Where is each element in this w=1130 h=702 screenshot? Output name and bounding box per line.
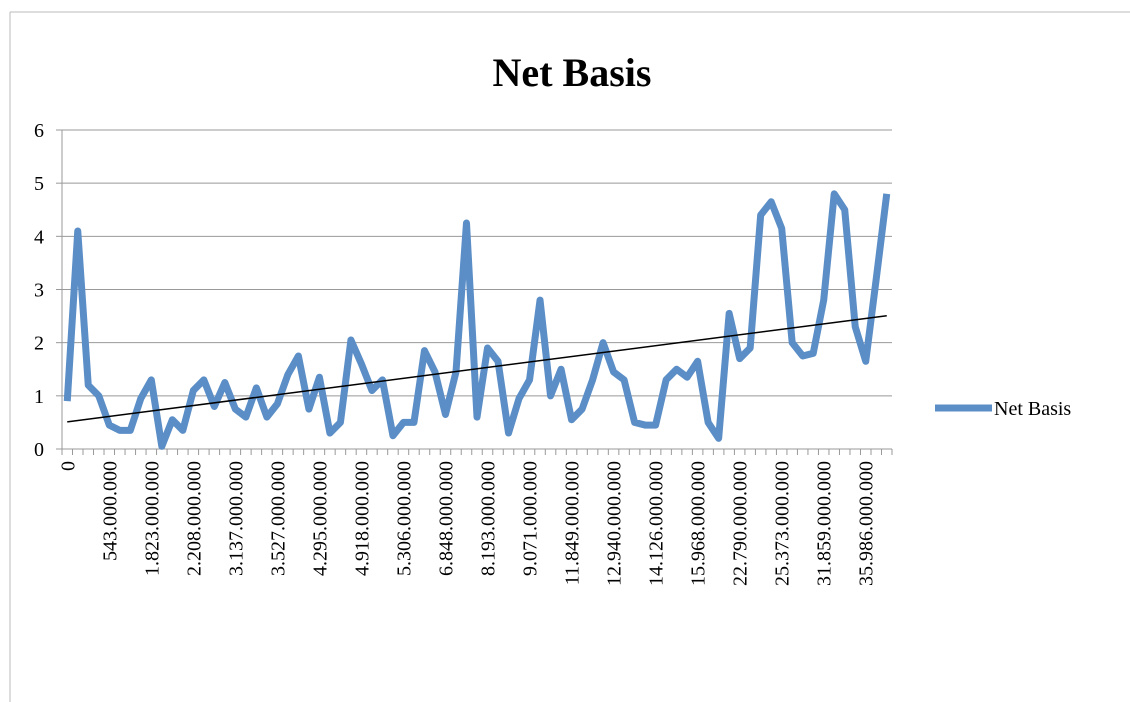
x-tick-label: 0	[57, 461, 79, 471]
data-line	[63, 190, 891, 450]
x-tick-label: 12.940.000.000	[604, 461, 626, 586]
y-tick-label: 0	[34, 439, 44, 461]
y-tick-label: 1	[34, 386, 44, 408]
y-tick-label: 2	[34, 333, 44, 355]
x-tick-label: 9.071.000.000	[520, 461, 542, 576]
y-tick-label: 6	[34, 120, 44, 142]
y-tick-label: 4	[34, 226, 44, 248]
x-tick-label: 14.126.000.000	[646, 461, 668, 586]
x-tick-label: 31.859.000.000	[814, 461, 836, 586]
chart-title: Net Basis	[493, 50, 652, 95]
x-tick-label: 11.849.000.000	[562, 461, 584, 585]
trendline	[67, 314, 887, 423]
x-tick-label: 4.918.000.000	[351, 461, 373, 576]
legend-label: Net Basis	[994, 398, 1071, 420]
x-tick-label: 543.000.000	[99, 461, 121, 561]
x-tick-label: 6.848.000.000	[435, 461, 457, 576]
x-tick-label: 5.306.000.000	[393, 461, 415, 576]
x-tick-label: 3.137.000.000	[225, 461, 247, 576]
x-tick-label: 35.986.000.000	[856, 461, 878, 586]
x-tick-label: 1.823.000.000	[141, 461, 163, 576]
x-tick-label: 15.968.000.000	[688, 461, 710, 586]
x-tick-label: 22.790.000.000	[730, 461, 752, 586]
x-tick-label: 4.295.000.000	[309, 461, 331, 576]
x-tick-label: 2.208.000.000	[183, 461, 205, 576]
y-tick-label: 3	[34, 280, 44, 302]
x-tick-label: 8.193.000.000	[478, 461, 500, 576]
x-tick-label: 3.527.000.000	[267, 461, 289, 576]
y-tick-label: 5	[34, 173, 44, 195]
x-tick-label: 25.373.000.000	[772, 461, 794, 586]
